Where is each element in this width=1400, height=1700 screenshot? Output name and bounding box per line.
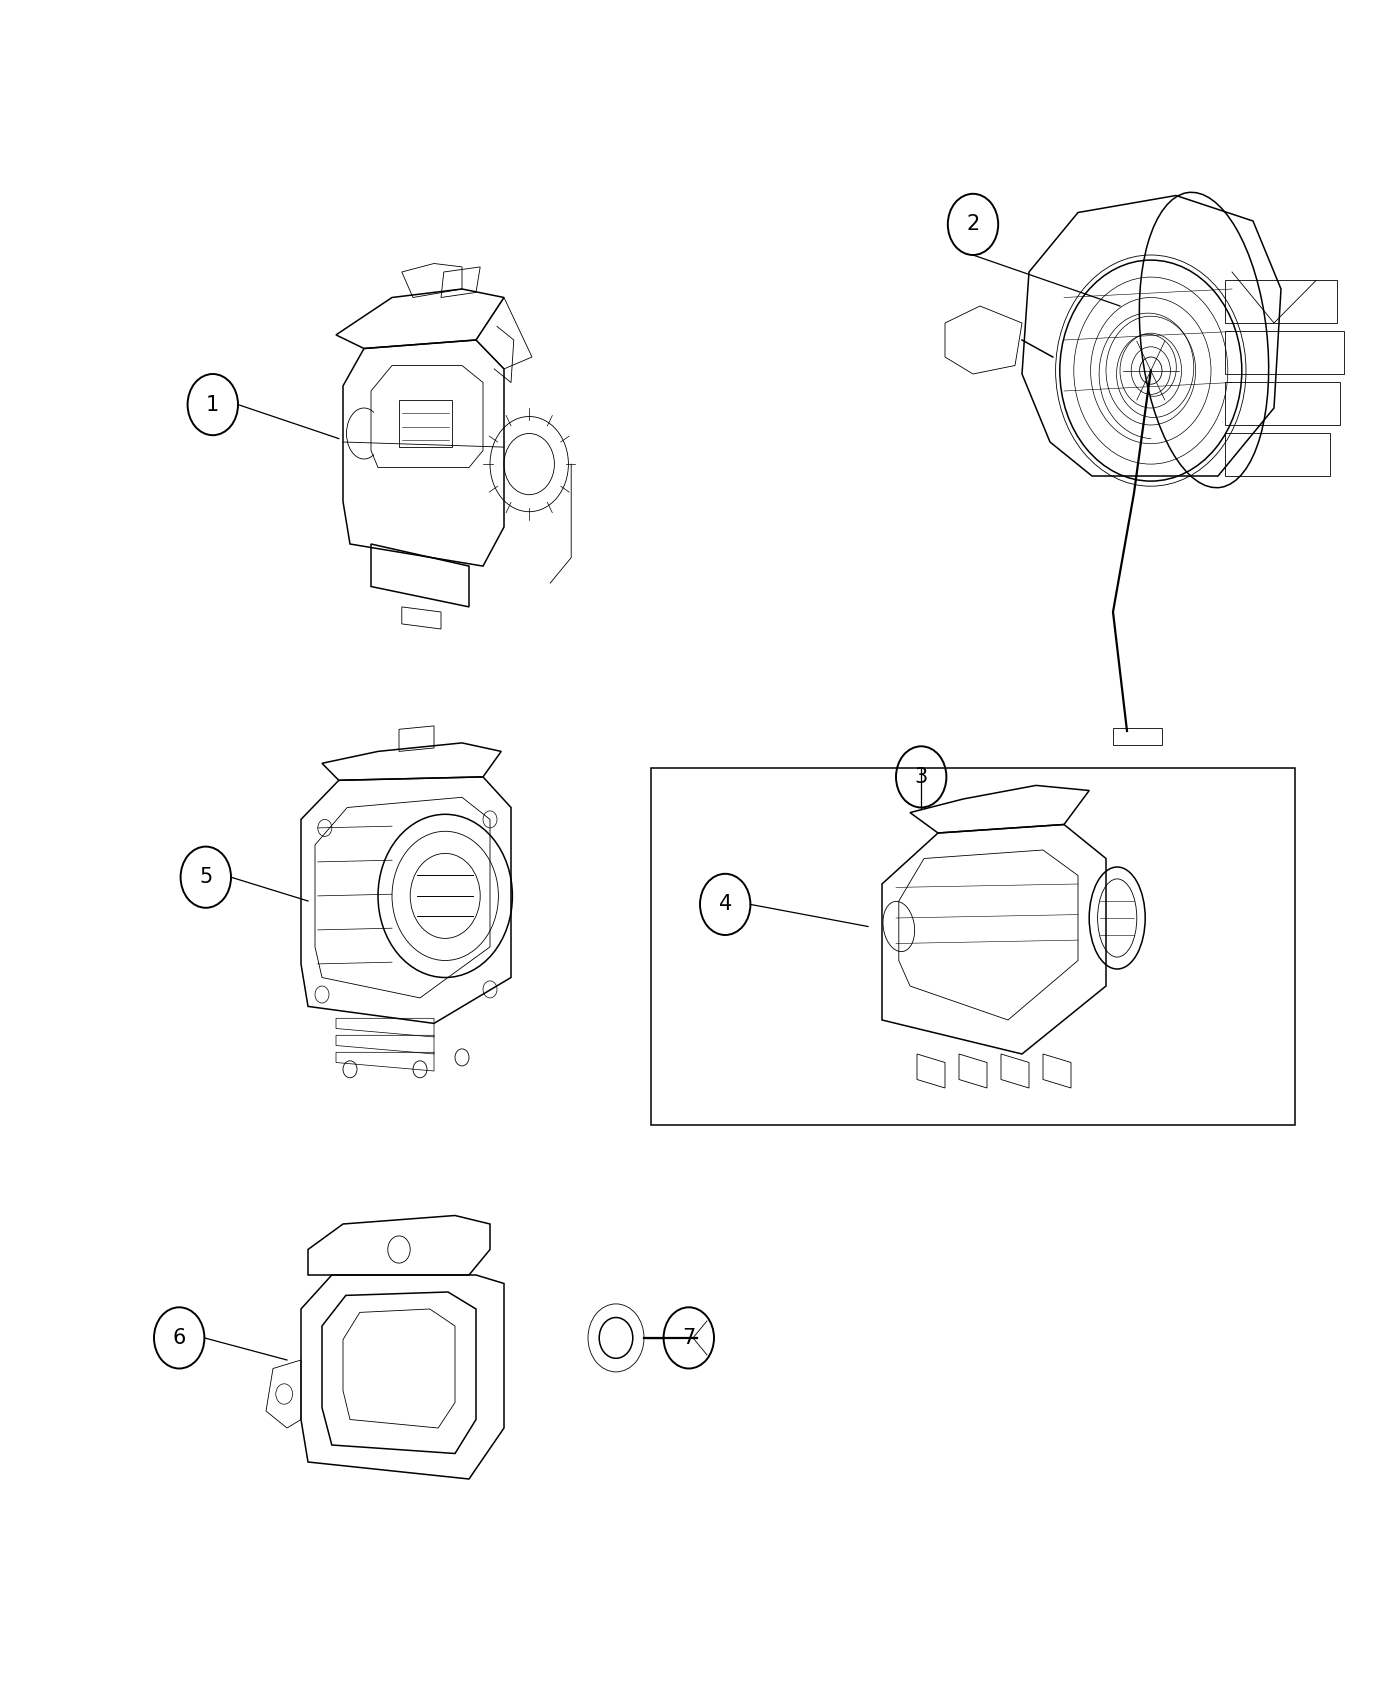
Bar [1225, 332, 1344, 374]
Text: 1: 1 [206, 394, 220, 415]
Text: 3: 3 [914, 767, 928, 787]
Text: 7: 7 [682, 1328, 696, 1348]
Bar [1225, 280, 1337, 323]
Text: 4: 4 [718, 894, 732, 915]
Bar [1225, 434, 1330, 476]
Bar [1225, 382, 1340, 425]
Bar [651, 768, 1295, 1125]
Text: 5: 5 [199, 867, 213, 887]
Text: 2: 2 [966, 214, 980, 235]
Text: 6: 6 [172, 1328, 186, 1348]
